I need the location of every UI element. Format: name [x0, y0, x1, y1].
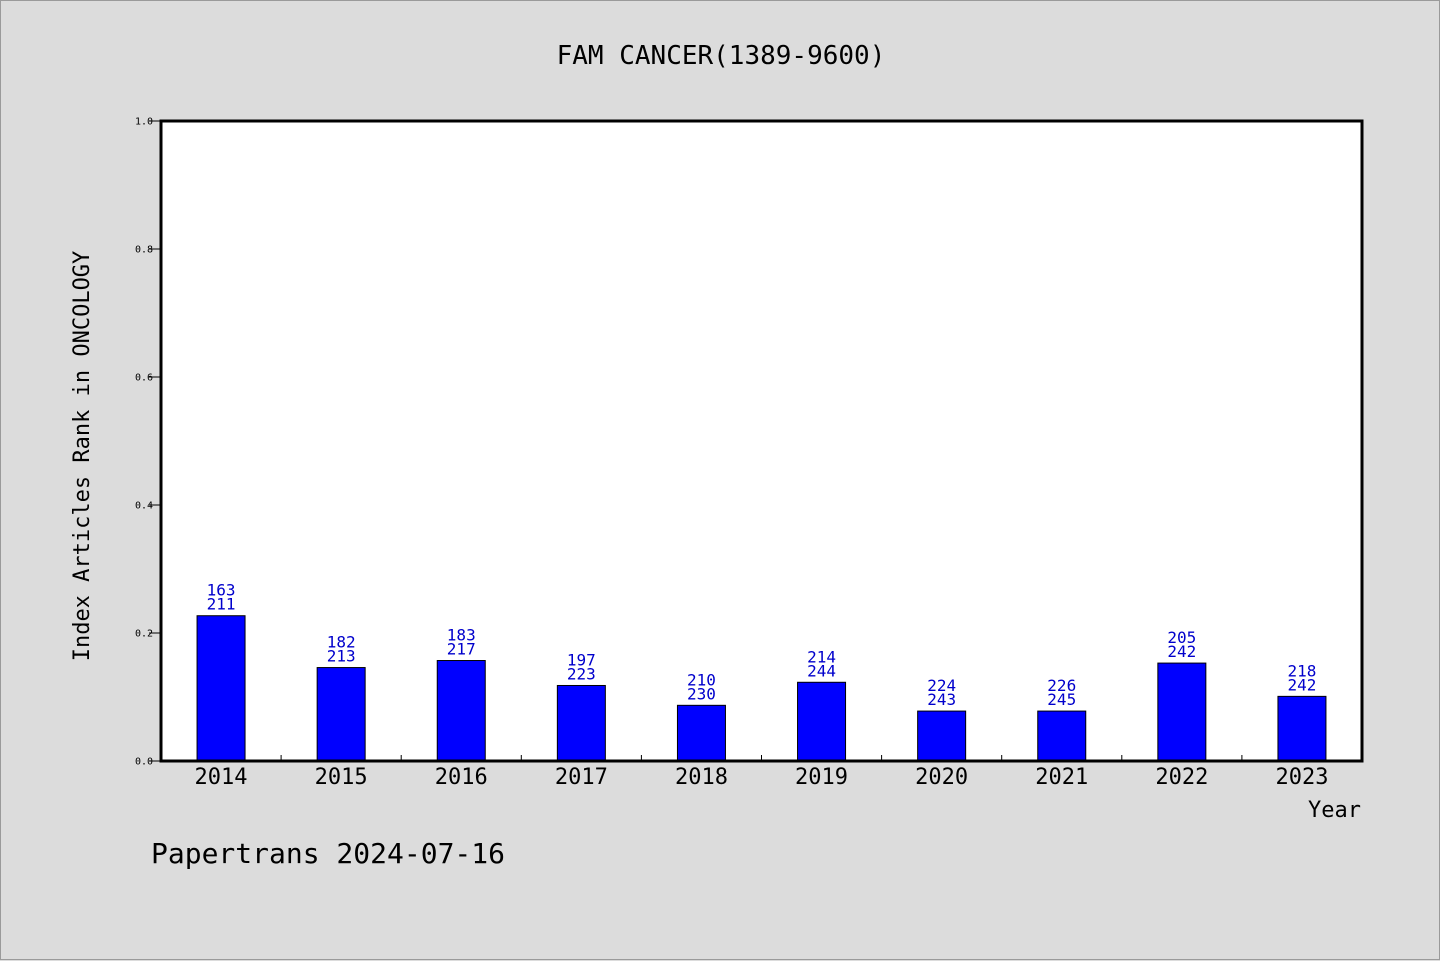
x-tick-label: 2023: [1275, 765, 1328, 790]
data-label: 210: [687, 670, 716, 689]
data-label: 214: [807, 647, 836, 666]
x-tick-label: 2018: [675, 765, 728, 790]
y-tick-label: 1.0: [135, 117, 153, 128]
data-label: 226: [1047, 676, 1076, 695]
x-tick-label: 2014: [195, 765, 248, 790]
bar: [676, 704, 726, 762]
y-axis-title: Index Articles Rank in ONCOLOGY: [70, 251, 95, 662]
y-tick-label: 0.8: [135, 245, 153, 256]
y-tick-label: 0.0: [135, 757, 153, 768]
data-label: 182: [327, 633, 356, 652]
y-tick-label: 0.6: [135, 373, 153, 384]
x-tick-label: 2017: [555, 765, 608, 790]
bar: [316, 667, 366, 762]
bar: [1037, 710, 1087, 762]
chart-title: FAM CANCER(1389-9600): [557, 41, 886, 71]
data-label: 244: [807, 661, 836, 680]
data-label: 213: [327, 647, 356, 666]
data-label: 224: [927, 676, 956, 695]
bar: [797, 681, 847, 762]
footer-credit: Papertrans 2024-07-16: [151, 837, 505, 870]
data-label: 218: [1287, 661, 1316, 680]
y-tick-label: 0.2: [135, 629, 153, 640]
data-label: 205: [1167, 628, 1196, 647]
data-label: 183: [447, 626, 476, 645]
data-label: 242: [1167, 642, 1196, 661]
x-axis: 2014 2015 2016 2017 2018 2019 2020 2021 2022 2023: [195, 755, 1328, 790]
x-tick-label: 2019: [795, 765, 848, 790]
bar: [1277, 695, 1327, 762]
x-axis-title: Year: [1308, 798, 1361, 823]
data-label: 245: [1047, 690, 1076, 709]
data-label: 217: [447, 640, 476, 659]
x-tick-label: 2022: [1155, 765, 1208, 790]
data-label: 197: [567, 650, 596, 669]
data-label: 223: [567, 664, 596, 683]
bar: [556, 684, 606, 762]
y-axis: 0.0 0.2 0.4 0.6 0.8 1.0: [135, 117, 161, 768]
x-tick-label: 2020: [915, 765, 968, 790]
x-tick-label: 2021: [1035, 765, 1088, 790]
data-label: 163: [207, 581, 236, 600]
data-label: 230: [687, 684, 716, 703]
bar: [196, 615, 246, 762]
data-label: 243: [927, 690, 956, 709]
plot-area: [161, 121, 1362, 761]
plot-frame: [159, 119, 1364, 763]
x-tick-label: 2015: [315, 765, 368, 790]
bar: [436, 660, 486, 762]
x-tick-label: 2016: [435, 765, 488, 790]
data-label: 211: [207, 595, 236, 614]
y-tick-label: 0.4: [135, 501, 153, 512]
data-label: 242: [1287, 675, 1316, 694]
bar: [1157, 662, 1207, 762]
bar: [917, 710, 967, 762]
